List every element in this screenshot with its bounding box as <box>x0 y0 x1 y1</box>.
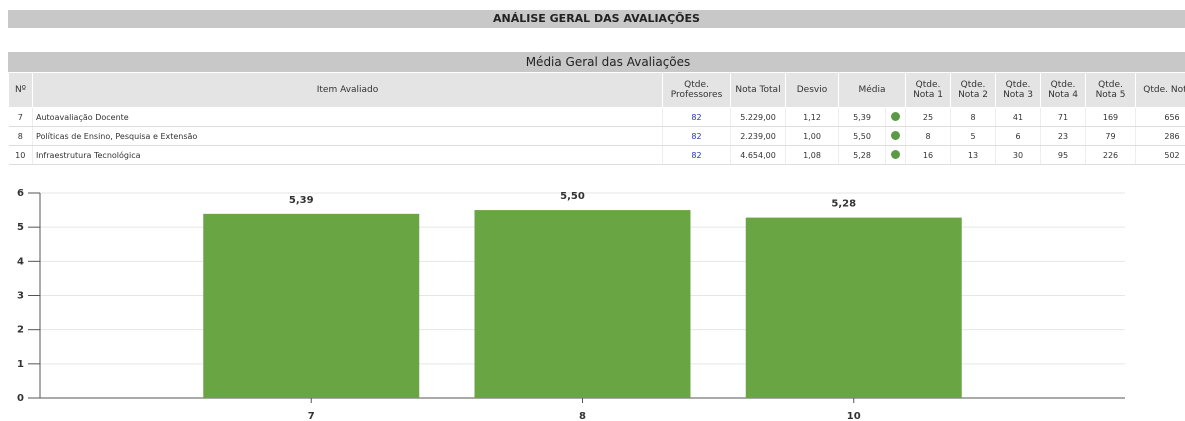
x-tick-label: 7 <box>308 411 315 421</box>
column-header: Item Avaliado <box>32 72 663 108</box>
cell: 656 <box>1135 107 1185 127</box>
cell: 8 <box>8 126 33 146</box>
cell: Autoavaliação Docente <box>32 107 663 127</box>
table-title: Média Geral das Avaliações <box>8 52 1185 72</box>
column-header: Qtde. Nota 6 <box>1135 72 1185 108</box>
status-cell <box>885 145 906 165</box>
cell: 7 <box>8 107 33 127</box>
status-dot <box>891 149 900 159</box>
cell: 10 <box>8 145 33 165</box>
bar <box>203 213 420 398</box>
table: Nº Item Avaliado Qtde. Professores Nota Tot… <box>8 72 1185 165</box>
cell: 95 <box>1040 145 1086 165</box>
cell: Infraestrutura Tecnológica <box>32 145 663 165</box>
status-dot <box>891 111 900 121</box>
column-header: Nº <box>8 72 33 108</box>
y-tick-label: 0 <box>17 393 24 404</box>
cell: 5,28 <box>838 145 886 165</box>
cell: 1,08 <box>785 145 839 165</box>
header-row: Nº Item Avaliado Qtde. Professores Nota Tot… <box>8 72 1185 108</box>
y-tick-label: 4 <box>17 256 24 267</box>
cell: 82 <box>662 126 731 146</box>
bar <box>474 210 691 398</box>
y-tick-label: 2 <box>17 325 24 336</box>
cell: 41 <box>995 107 1041 127</box>
value-label: 5,50 <box>560 191 585 202</box>
bar <box>745 217 962 398</box>
cell: 1,12 <box>785 107 839 127</box>
cell: 6 <box>995 126 1041 146</box>
cell: 79 <box>1085 126 1136 146</box>
cell: 5,50 <box>838 126 886 146</box>
status-dot <box>891 130 900 140</box>
column-header: Desvio <box>785 72 839 108</box>
x-tick-label: 10 <box>847 411 861 421</box>
cell: 30 <box>995 145 1041 165</box>
cell: 502 <box>1135 145 1185 165</box>
cell: 286 <box>1135 126 1185 146</box>
cell: 71 <box>1040 107 1086 127</box>
column-header: Média <box>838 72 906 108</box>
y-tick-label: 3 <box>17 291 24 302</box>
column-header: Qtde. Nota 2 <box>950 72 996 108</box>
column-header: Qtde. Professores <box>662 72 731 108</box>
cell: 5.229,00 <box>730 107 786 127</box>
cell: 25 <box>905 107 951 127</box>
column-header: Qtde. Nota 1 <box>905 72 951 108</box>
table-row: 10 Infraestrutura Tecnológica 82 4.654,00 1,… <box>8 145 1185 165</box>
status-cell <box>885 126 906 146</box>
table-body: 7 Autoavaliação Docente 82 5.229,00 1,12 5,39… <box>8 107 1185 165</box>
table-row: 8 Políticas de Ensino, Pesquisa e Extensã… <box>8 126 1185 146</box>
cell: 4.654,00 <box>730 145 786 165</box>
chart: 0 1 2 3 4 5 6 7 5,39 8 5,50 10 5,28 <box>17 188 1125 421</box>
cell: 1,00 <box>785 126 839 146</box>
cell: 8 <box>950 107 996 127</box>
cell: 13 <box>950 145 996 165</box>
column-header: Nota Total <box>730 72 786 108</box>
y-tick-label: 5 <box>17 222 24 233</box>
cell: 23 <box>1040 126 1086 146</box>
cell: Políticas de Ensino, Pesquisa e Extensão <box>32 126 663 146</box>
column-header: Qtde. Nota 4 <box>1040 72 1086 108</box>
cell: 226 <box>1085 145 1136 165</box>
cell: 16 <box>905 145 951 165</box>
cell: 169 <box>1085 107 1136 127</box>
y-tick-label: 6 <box>17 188 24 199</box>
column-header: Qtde. Nota 5 <box>1085 72 1136 108</box>
status-cell <box>885 107 906 127</box>
value-label: 5,39 <box>289 195 314 206</box>
column-header: Qtde. Nota 3 <box>995 72 1041 108</box>
value-label: 5,28 <box>831 199 856 210</box>
cell: 2.239,00 <box>730 126 786 146</box>
cell: 5 <box>950 126 996 146</box>
cell: 82 <box>662 107 731 127</box>
y-tick-label: 1 <box>17 359 24 370</box>
x-tick-label: 8 <box>579 411 586 421</box>
table-row: 7 Autoavaliação Docente 82 5.229,00 1,12 5,39… <box>8 107 1185 127</box>
cell: 5,39 <box>838 107 886 127</box>
cell: 82 <box>662 145 731 165</box>
cell: 8 <box>905 126 951 146</box>
page-title: ANÁLISE GERAL DAS AVALIAÇÕES <box>8 10 1185 28</box>
table-panel: Média Geral das Avaliações Nº Item Avalia… <box>8 52 1185 165</box>
